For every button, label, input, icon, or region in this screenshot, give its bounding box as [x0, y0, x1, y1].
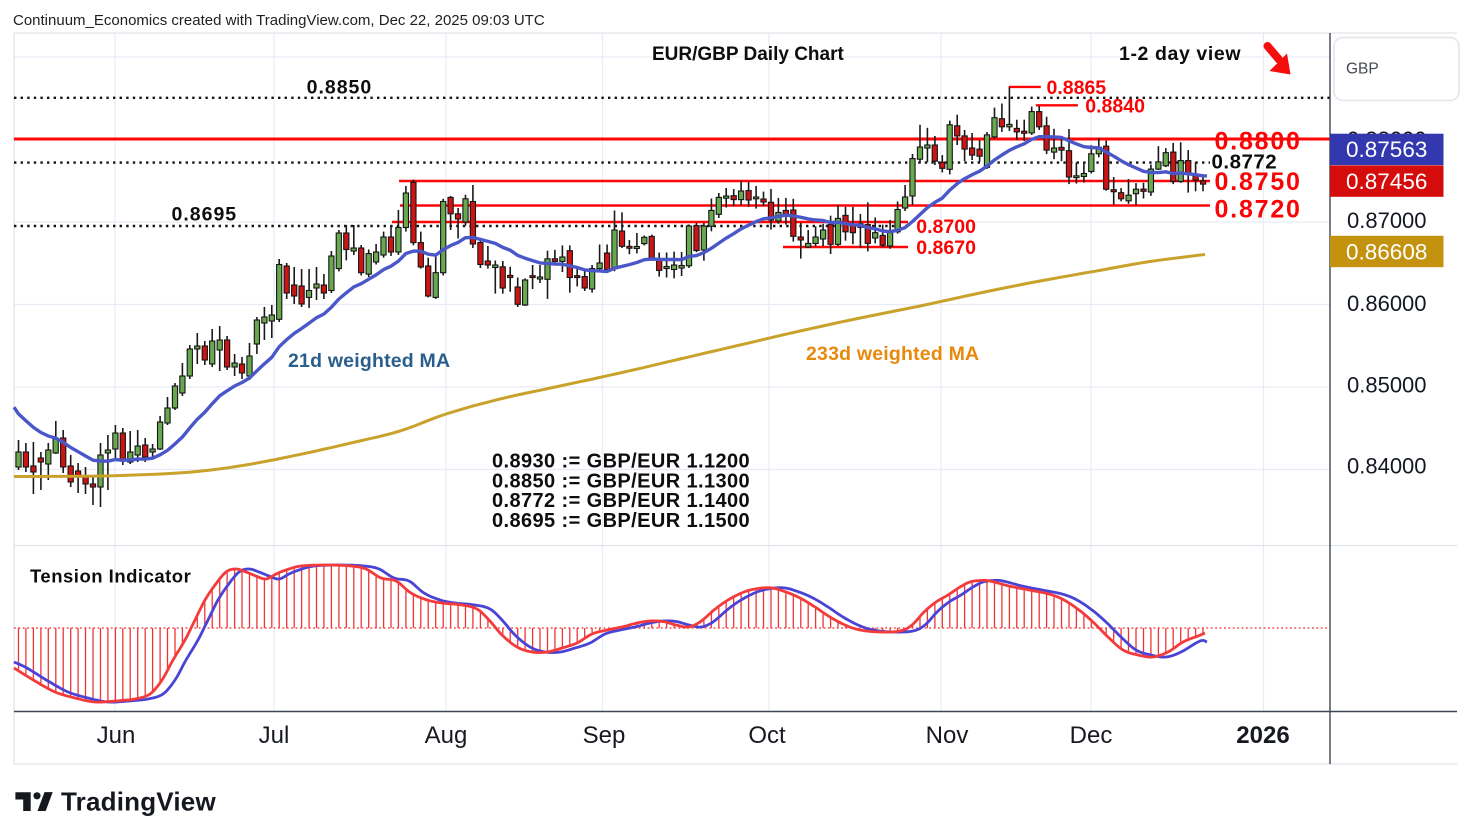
svg-text:0.8865: 0.8865: [1047, 77, 1107, 99]
svg-text:0.87563: 0.87563: [1346, 137, 1427, 162]
svg-text:0.8850: 0.8850: [307, 77, 373, 99]
svg-text:Tension Indicator: Tension Indicator: [30, 566, 191, 587]
svg-text:0.8700: 0.8700: [916, 216, 976, 238]
svg-text:0.8750: 0.8750: [1215, 168, 1302, 196]
svg-text:0.85000: 0.85000: [1347, 372, 1427, 397]
svg-text:0.8720: 0.8720: [1215, 196, 1302, 224]
svg-text:0.86608: 0.86608: [1346, 239, 1427, 264]
svg-text:233d weighted MA: 233d weighted MA: [806, 343, 979, 365]
svg-text:0.8840: 0.8840: [1085, 96, 1145, 118]
svg-text:Jul: Jul: [259, 722, 290, 749]
svg-text:Sep: Sep: [583, 722, 626, 749]
svg-text:0.8772: 0.8772: [1212, 150, 1278, 173]
svg-text:0.8772 := GBP/EUR 1.1400: 0.8772 := GBP/EUR 1.1400: [492, 490, 750, 512]
svg-text:Jun: Jun: [97, 722, 136, 749]
svg-text:21d weighted MA: 21d weighted MA: [288, 350, 450, 372]
svg-text:0.8800: 0.8800: [1215, 127, 1302, 155]
svg-text:0.86000: 0.86000: [1347, 291, 1427, 316]
svg-text:2026: 2026: [1236, 722, 1289, 749]
svg-text:Continuum_Economics created wi: Continuum_Economics created with Trading…: [13, 12, 545, 29]
svg-text:0.8850 := GBP/EUR 1.1300: 0.8850 := GBP/EUR 1.1300: [492, 470, 750, 492]
svg-text:Oct: Oct: [748, 722, 786, 749]
svg-text:0.8695: 0.8695: [172, 204, 238, 226]
svg-text:TradingView: TradingView: [61, 787, 216, 817]
svg-text:0.8695 := GBP/EUR 1.1500: 0.8695 := GBP/EUR 1.1500: [492, 510, 750, 532]
svg-text:Dec: Dec: [1070, 722, 1113, 749]
svg-text:Aug: Aug: [425, 722, 468, 749]
svg-text:EUR/GBP Daily Chart: EUR/GBP Daily Chart: [652, 44, 844, 65]
svg-text:Nov: Nov: [926, 722, 969, 749]
svg-text:0.87000: 0.87000: [1347, 208, 1427, 233]
svg-text:0.84000: 0.84000: [1347, 454, 1427, 479]
svg-text:GBP: GBP: [1346, 61, 1379, 78]
svg-text:0.87456: 0.87456: [1346, 169, 1427, 194]
svg-text:0.8670: 0.8670: [916, 237, 976, 259]
svg-text:0.8930 := GBP/EUR 1.1200: 0.8930 := GBP/EUR 1.1200: [492, 450, 750, 472]
svg-text:1-2 day view: 1-2 day view: [1119, 43, 1241, 65]
